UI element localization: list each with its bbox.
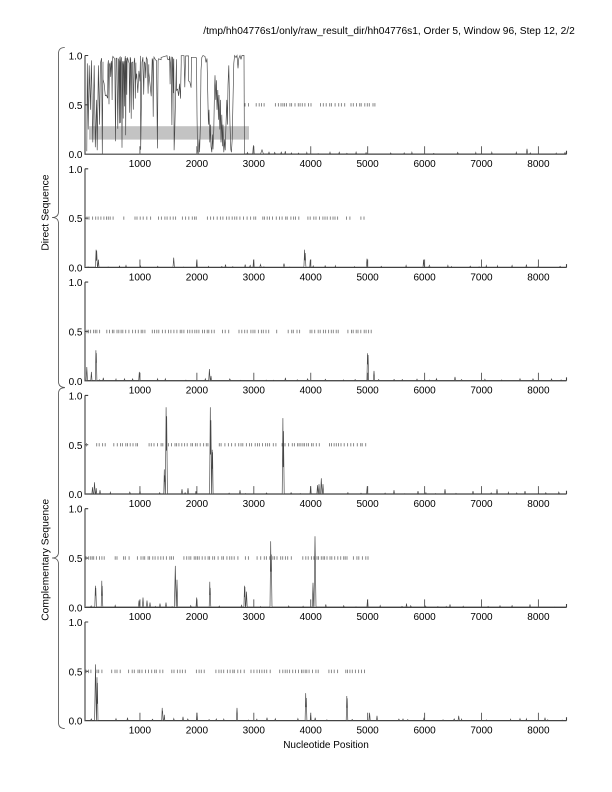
svg-text:1000: 1000: [129, 159, 152, 170]
svg-text:0.0: 0.0: [69, 150, 83, 161]
svg-text:6000: 6000: [413, 272, 436, 283]
svg-text:5000: 5000: [356, 499, 379, 510]
svg-text:1.0: 1.0: [69, 278, 83, 289]
svg-text:6000: 6000: [413, 612, 436, 623]
svg-text:7000: 7000: [470, 272, 493, 283]
svg-text:0.5: 0.5: [69, 328, 83, 339]
svg-text:4000: 4000: [300, 726, 323, 737]
svg-text:6000: 6000: [413, 386, 436, 397]
svg-text:1000: 1000: [129, 272, 152, 283]
svg-text:6000: 6000: [413, 499, 436, 510]
svg-text:0.0: 0.0: [69, 717, 83, 728]
svg-text:Complementary Sequence: Complementary Sequence: [40, 499, 51, 621]
svg-text:7000: 7000: [470, 159, 493, 170]
svg-text:1.0: 1.0: [69, 52, 83, 63]
svg-text:1000: 1000: [129, 726, 152, 737]
svg-text:4000: 4000: [300, 159, 323, 170]
svg-text:Direct Sequence: Direct Sequence: [40, 174, 51, 250]
svg-text:1.0: 1.0: [69, 505, 83, 516]
svg-text:/tmp/hh04776s1/only/raw_result: /tmp/hh04776s1/only/raw_result_dir/hh047…: [203, 26, 575, 37]
svg-text:2000: 2000: [186, 159, 209, 170]
svg-text:5000: 5000: [356, 272, 379, 283]
svg-text:5000: 5000: [356, 612, 379, 623]
svg-text:0.0: 0.0: [69, 603, 83, 614]
svg-text:6000: 6000: [413, 159, 436, 170]
svg-text:8000: 8000: [527, 499, 550, 510]
svg-text:4000: 4000: [300, 499, 323, 510]
svg-text:1.0: 1.0: [69, 391, 83, 402]
svg-text:3000: 3000: [243, 726, 266, 737]
svg-text:5000: 5000: [356, 726, 379, 737]
svg-text:2000: 2000: [186, 726, 209, 737]
svg-text:3000: 3000: [243, 499, 266, 510]
svg-text:7000: 7000: [470, 499, 493, 510]
svg-text:0.0: 0.0: [69, 377, 83, 388]
svg-text:5000: 5000: [356, 386, 379, 397]
svg-text:7000: 7000: [470, 612, 493, 623]
svg-text:1.0: 1.0: [69, 165, 83, 176]
svg-text:0.5: 0.5: [69, 554, 83, 565]
svg-text:5000: 5000: [356, 159, 379, 170]
svg-text:4000: 4000: [300, 386, 323, 397]
svg-text:7000: 7000: [470, 386, 493, 397]
svg-text:3000: 3000: [243, 159, 266, 170]
svg-text:2000: 2000: [186, 612, 209, 623]
svg-text:6000: 6000: [413, 726, 436, 737]
svg-text:1000: 1000: [129, 499, 152, 510]
svg-text:Nucleotide Position: Nucleotide Position: [283, 740, 369, 751]
svg-text:8000: 8000: [527, 726, 550, 737]
svg-text:0.5: 0.5: [69, 667, 83, 678]
svg-text:8000: 8000: [527, 612, 550, 623]
svg-text:3000: 3000: [243, 272, 266, 283]
svg-text:8000: 8000: [527, 159, 550, 170]
svg-text:0.0: 0.0: [69, 490, 83, 501]
svg-text:1.0: 1.0: [69, 618, 83, 629]
svg-text:2000: 2000: [186, 272, 209, 283]
svg-text:1000: 1000: [129, 612, 152, 623]
svg-text:3000: 3000: [243, 612, 266, 623]
svg-text:2000: 2000: [186, 386, 209, 397]
svg-text:2000: 2000: [186, 499, 209, 510]
svg-text:0.5: 0.5: [69, 214, 83, 225]
svg-text:3000: 3000: [243, 386, 266, 397]
svg-text:4000: 4000: [300, 612, 323, 623]
svg-text:7000: 7000: [470, 726, 493, 737]
svg-text:8000: 8000: [527, 386, 550, 397]
svg-text:4000: 4000: [300, 272, 323, 283]
svg-text:8000: 8000: [527, 272, 550, 283]
svg-text:1000: 1000: [129, 386, 152, 397]
svg-text:0.5: 0.5: [69, 101, 83, 112]
svg-text:0.0: 0.0: [69, 264, 83, 275]
svg-text:0.5: 0.5: [69, 441, 83, 452]
